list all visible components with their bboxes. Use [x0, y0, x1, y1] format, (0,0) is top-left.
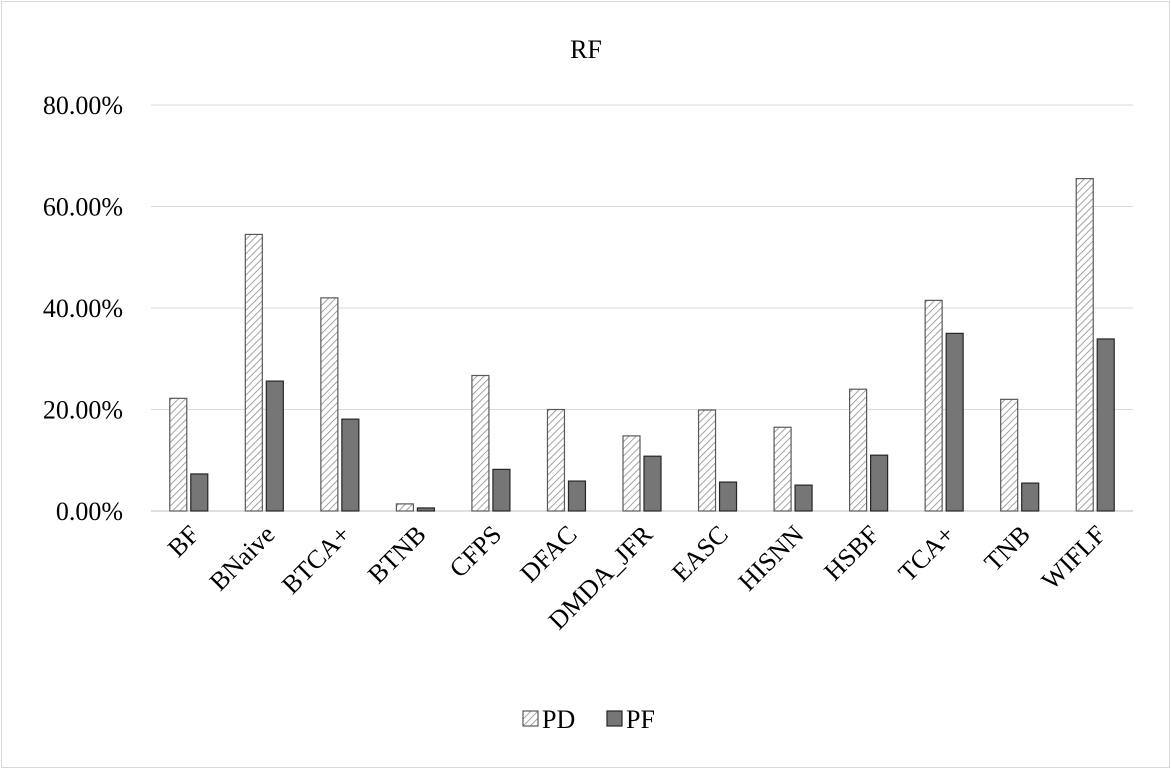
- bar-pd-dfac: [546, 408, 566, 512]
- bar-pd-btnb: [395, 503, 414, 512]
- y-tick-label: 0.00%: [56, 497, 123, 526]
- y-tick-label: 60.00%: [43, 193, 123, 222]
- bars: [169, 177, 1115, 512]
- bar-pd-dmda-jfr: [622, 435, 641, 512]
- y-axis-tick-labels: 0.00% 20.00% 40.00% 60.00% 80.00%: [43, 91, 123, 526]
- bar-pf-easc: [718, 481, 738, 512]
- bar-pf-tnb: [1021, 482, 1040, 512]
- bar-pd-btca-: [320, 297, 339, 512]
- bar-pd-cfps: [471, 374, 490, 512]
- bar-pd-bf: [169, 397, 188, 512]
- bar-pd-bnaive: [244, 233, 263, 512]
- gridlines: [151, 104, 1133, 512]
- bar-pf-dfac: [567, 480, 587, 512]
- x-tick-label: CFPS: [444, 520, 507, 583]
- x-tick-label: BTNB: [362, 520, 432, 590]
- x-tick-label: WIFLF: [1036, 520, 1112, 596]
- y-tick-label: 80.00%: [43, 91, 123, 120]
- bar-pd-easc: [697, 409, 717, 512]
- legend-label-pf: PF: [626, 705, 655, 734]
- bar-pd-tnb: [1000, 398, 1019, 512]
- x-tick-label: EASC: [666, 520, 734, 588]
- bar-pf-dmda-jfr: [643, 455, 662, 512]
- x-tick-label: HISNN: [733, 520, 810, 597]
- legend-label-pd: PD: [542, 705, 575, 734]
- bar-pd-hsbf: [849, 388, 868, 512]
- bar-pf-wiflf: [1096, 338, 1115, 512]
- bar-pf-btca-: [341, 418, 360, 512]
- legend-swatch-pf: [606, 710, 623, 727]
- x-tick-label: BF: [162, 520, 205, 563]
- bar-pf-hsbf: [870, 454, 889, 512]
- legend: PD PF: [522, 705, 655, 734]
- bar-pf-cfps: [492, 468, 511, 512]
- x-tick-label: DFAC: [515, 520, 583, 588]
- x-tick-label: BTCA+: [276, 520, 356, 600]
- x-tick-label: TCA+: [893, 520, 961, 588]
- bar-pf-bnaive: [265, 380, 284, 512]
- legend-swatch-pd: [522, 710, 539, 727]
- bar-pf-tca-: [945, 332, 964, 512]
- bar-pd-hisnn: [773, 426, 792, 512]
- bar-pd-wiflf: [1075, 177, 1094, 512]
- x-tick-label: TNB: [979, 520, 1036, 577]
- bar-pf-hisnn: [794, 484, 813, 512]
- bar-pf-btnb: [416, 507, 435, 512]
- chart-title: RF: [570, 35, 602, 64]
- bar-pd-tca-: [924, 299, 943, 512]
- y-tick-label: 20.00%: [43, 396, 123, 425]
- x-tick-label: BNaive: [204, 520, 281, 597]
- bar-pf-bf: [190, 473, 209, 512]
- x-tick-label: HSBF: [818, 520, 885, 587]
- y-tick-label: 40.00%: [43, 294, 123, 323]
